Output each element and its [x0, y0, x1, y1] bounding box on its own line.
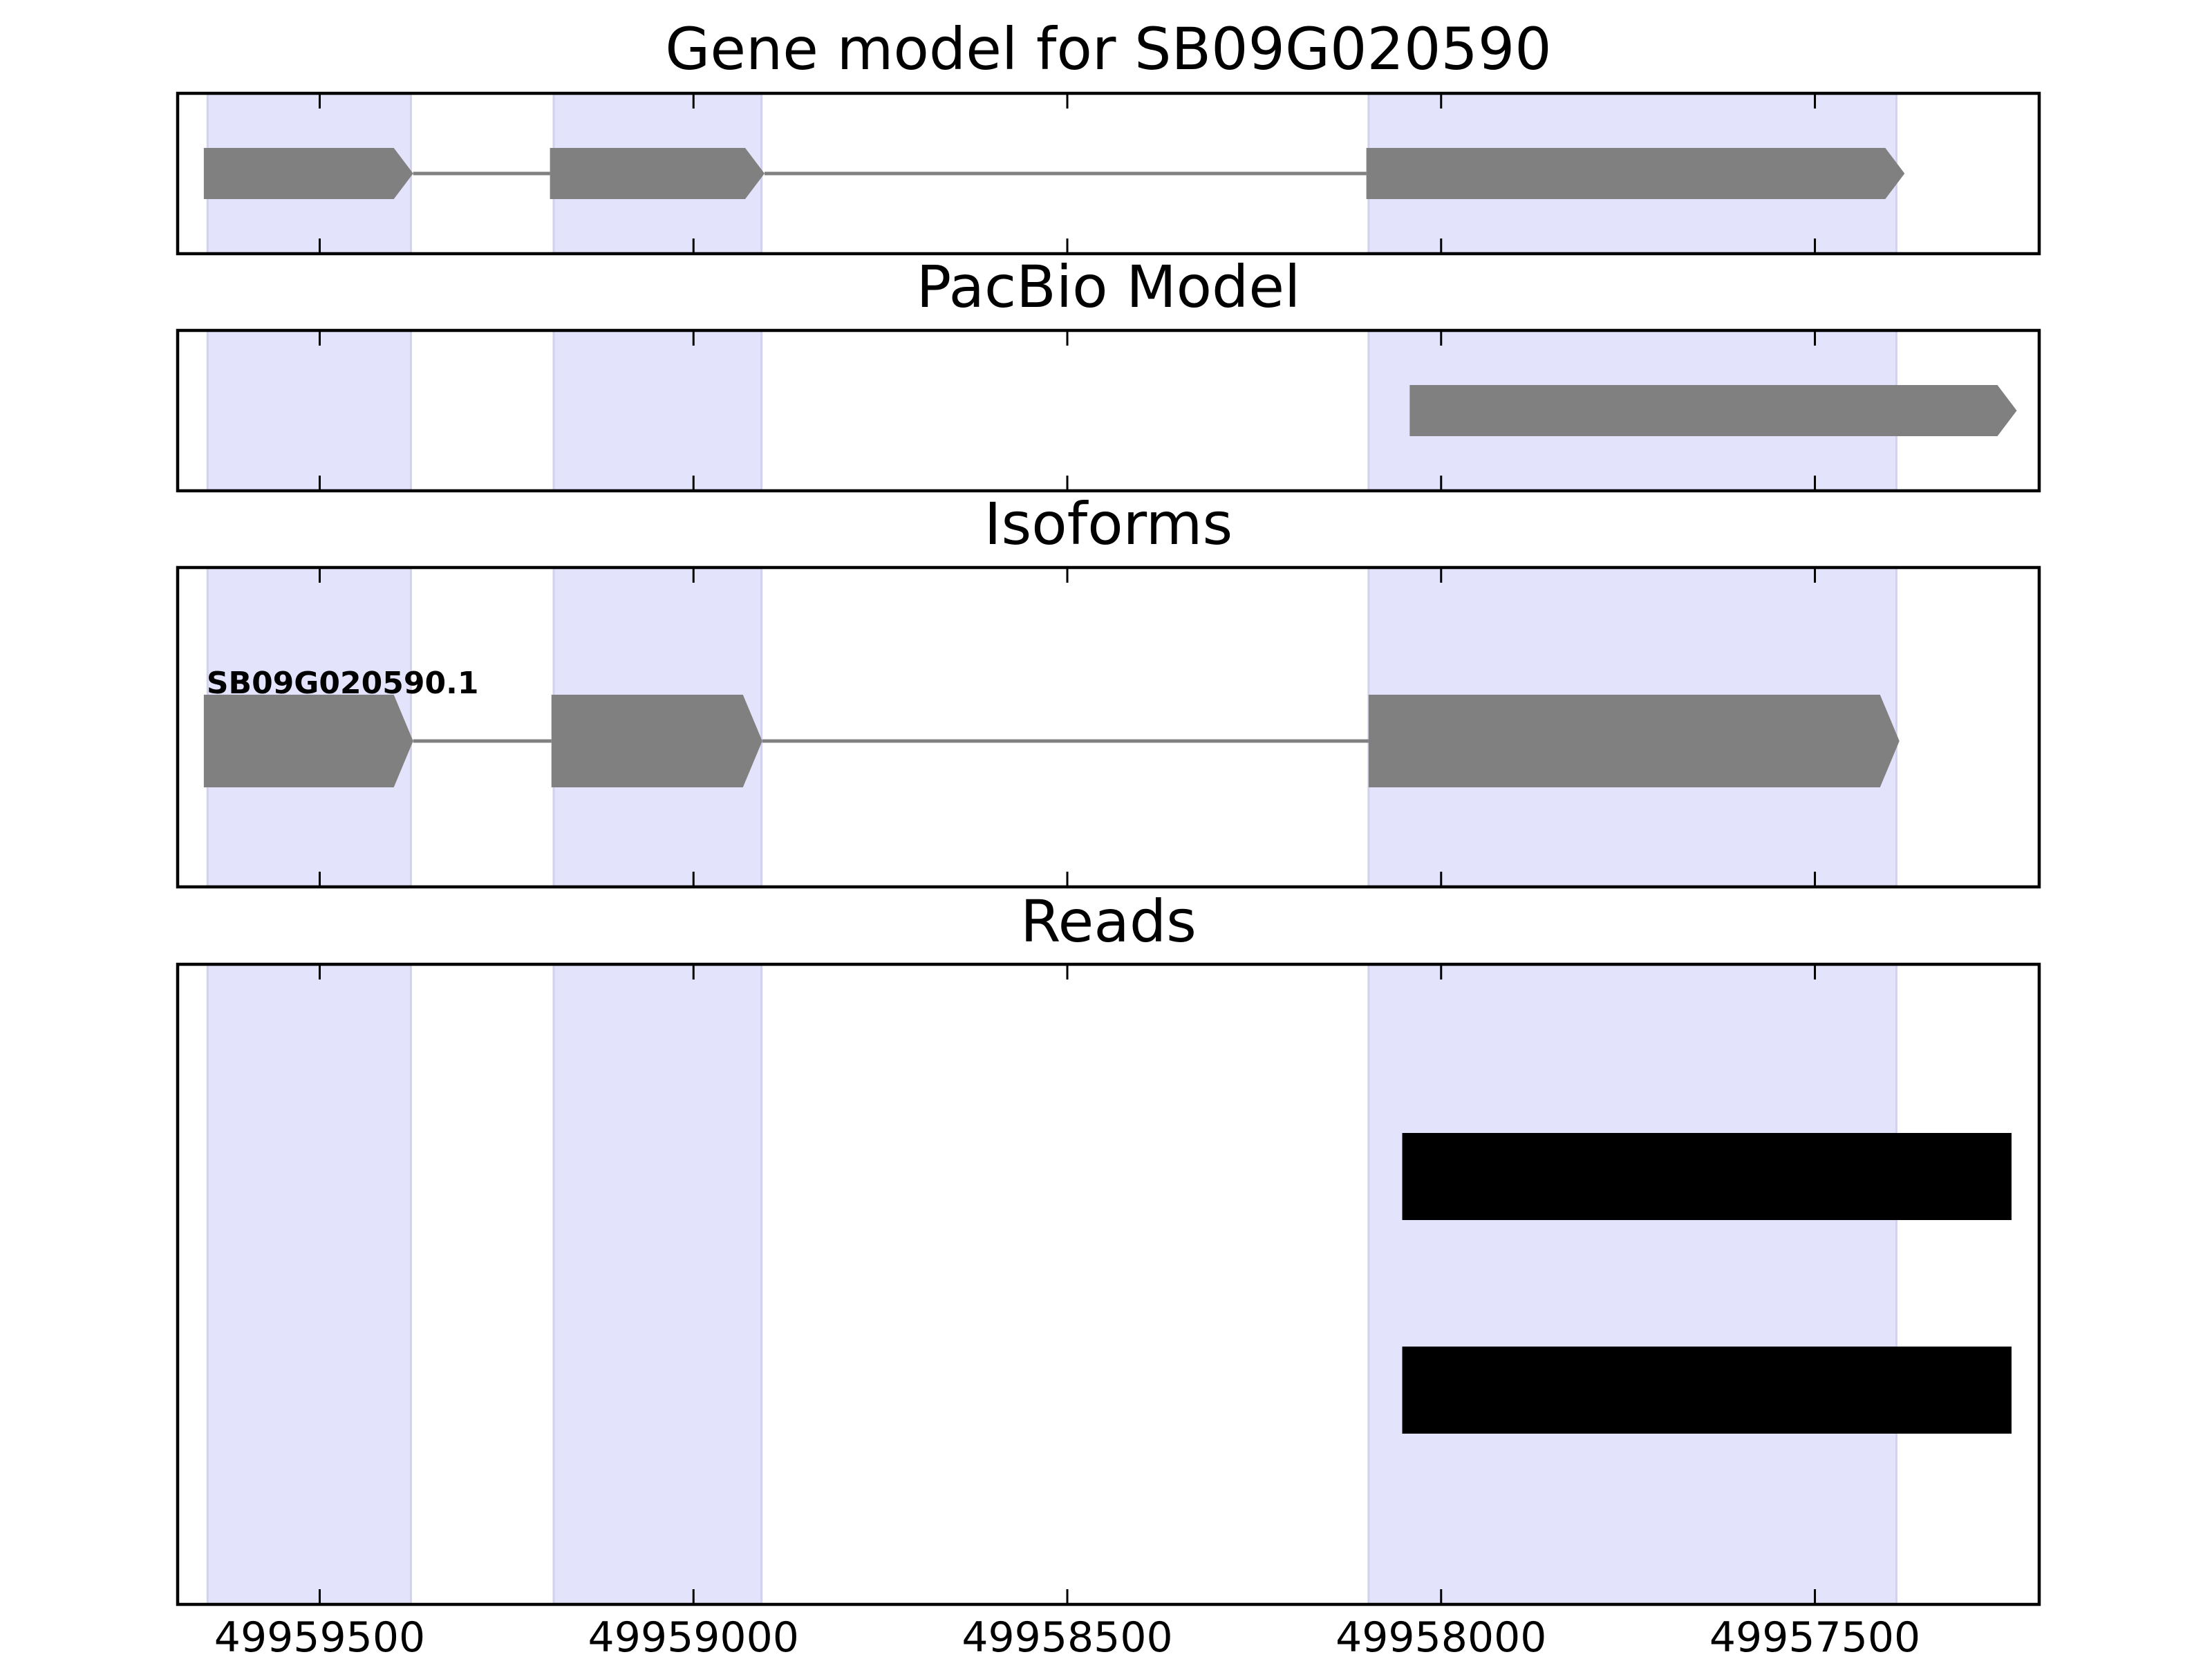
highlight-region	[552, 329, 763, 492]
panel-3: Isoforms SB09G020590.1	[176, 490, 2041, 889]
panel-4: Reads 49959500 49959000 49958500 49958000 499…	[176, 888, 2041, 1659]
axes-frame	[176, 565, 2041, 889]
x-tick-label: 49957500	[1709, 1613, 1920, 1659]
panels: Gene model for SB09G020590 PacBio Model Is…	[176, 15, 2041, 1659]
highlight-region	[1367, 963, 1897, 1606]
panel-1: Gene model for SB09G020590	[176, 15, 2041, 256]
x-tick-label: 49958000	[1335, 1613, 1546, 1659]
exon-block	[1409, 385, 2017, 436]
read-bar	[1402, 1133, 2012, 1220]
exon-block	[551, 695, 762, 787]
highlight-region	[206, 329, 412, 492]
panel-title: Gene model for SB09G020590	[665, 15, 1551, 83]
panel-2: PacBio Model	[176, 253, 2041, 493]
isoform-label: SB09G020590.1	[207, 666, 479, 701]
x-tick-label: 49958500	[962, 1613, 1172, 1659]
axes-frame	[176, 328, 2041, 493]
highlight-region	[206, 963, 412, 1606]
exon-block	[203, 695, 413, 787]
axes-frame	[176, 962, 2041, 1606]
exon-block	[1368, 695, 1900, 787]
axes-frame	[176, 91, 2041, 256]
exon-block	[550, 148, 765, 199]
exon-block	[203, 148, 413, 199]
exon-block	[1366, 148, 1905, 199]
panel-title: Reads	[1020, 888, 1197, 955]
panel-title: Isoforms	[984, 490, 1233, 558]
x-tick-label: 49959000	[588, 1613, 799, 1659]
read-bar	[1402, 1347, 2012, 1434]
panel-title: PacBio Model	[917, 253, 1301, 321]
highlight-region	[552, 963, 763, 1606]
x-tick-label: 49959500	[214, 1613, 425, 1659]
